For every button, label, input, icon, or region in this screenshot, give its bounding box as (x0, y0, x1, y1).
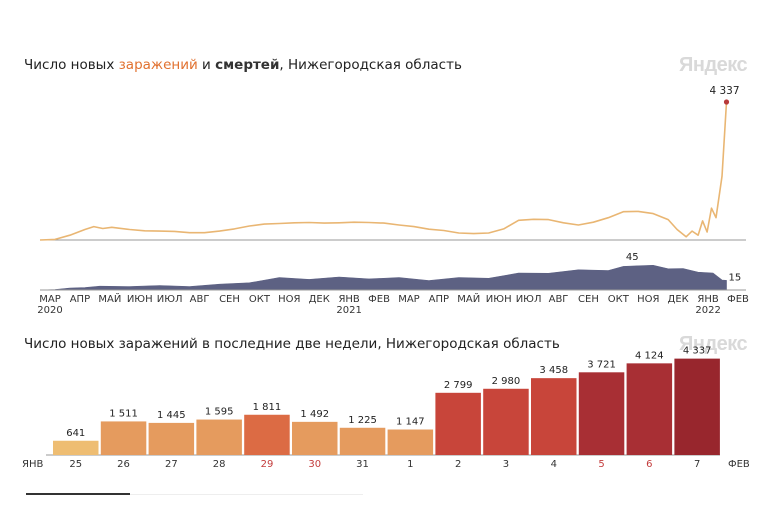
deaths-last-value-label: 15 (729, 273, 742, 284)
bars-start-month-label: ЯНВ (22, 459, 43, 470)
month-tick-label: СЕН (219, 294, 240, 305)
month-tick-label: АВГ (190, 294, 210, 305)
month-tick-label: ДЕК (668, 294, 689, 305)
bar (674, 358, 720, 455)
bar-category-label: 3 (503, 459, 509, 470)
bar (53, 440, 99, 455)
bar-category-label: 1 (407, 459, 413, 470)
month-tick-label: АВГ (549, 294, 569, 305)
bar-value-label: 4 124 (635, 350, 664, 361)
month-tick-label: НОЯ (278, 294, 300, 305)
bar-value-label: 1 811 (253, 402, 282, 413)
bar (387, 429, 434, 455)
bar (435, 392, 481, 455)
bar-value-label: 1 225 (348, 415, 377, 426)
bar (100, 421, 147, 455)
month-tick-label: СЕН (578, 294, 599, 305)
scroll-progress-track (26, 493, 363, 495)
month-tick-label: ОКТ (249, 294, 271, 305)
bar (196, 419, 242, 455)
top-chart-title: Число новых заражений и смертей, Нижегор… (24, 57, 462, 73)
bar-category-label: 29 (261, 459, 274, 470)
month-tick-label: ЯНВ (697, 294, 718, 305)
bar-category-label: 5 (598, 459, 604, 470)
month-tick-label: НОЯ (637, 294, 659, 305)
bar-value-label: 3 721 (587, 359, 616, 370)
month-tick-label: ИЮЛ (157, 294, 183, 305)
bar (483, 388, 529, 455)
bar (292, 421, 338, 455)
month-tick-label: МАР (398, 294, 420, 305)
title-cases-word: заражений (118, 57, 198, 73)
bar-category-label: 30 (308, 459, 321, 470)
bar-category-label: 6 (646, 459, 652, 470)
title-deaths-word: смертей (215, 57, 280, 73)
title-mid: и (197, 57, 216, 73)
month-tick-label: ФЕВ (727, 294, 749, 305)
month-tick-label: МАР (39, 294, 61, 305)
bar-value-label: 4 337 (683, 346, 712, 357)
bar-category-label: 26 (117, 459, 130, 470)
bar (244, 414, 290, 455)
month-tick-label: МАЙ (457, 292, 480, 305)
month-tick-label: ОКТ (608, 294, 630, 305)
month-tick-label: ФЕВ (368, 294, 390, 305)
year-tick-label: 2020 (37, 305, 62, 316)
bar-value-label: 1 492 (300, 409, 329, 420)
bar-value-label: 1 511 (109, 408, 138, 419)
title-suffix: , Нижегородская область (279, 57, 462, 73)
bar-category-label: 4 (551, 459, 557, 470)
year-tick-label: 2022 (695, 305, 720, 316)
bar (148, 422, 195, 455)
scroll-progress-fill (26, 493, 131, 495)
yandex-logo-top: Яндекс (679, 54, 748, 76)
bar (531, 378, 577, 455)
month-tick-label: АПР (429, 294, 449, 305)
bar (626, 363, 673, 455)
bar-category-label: 27 (165, 459, 178, 470)
bar (339, 427, 386, 455)
month-tick-label: МАЙ (98, 292, 121, 305)
bar-category-label: 25 (69, 459, 82, 470)
bottom-chart-title: Число новых заражений в последние две не… (24, 336, 560, 352)
cases-series-line (39, 101, 728, 241)
cases-last-value-label: 4 337 (709, 85, 739, 97)
bar-value-label: 3 458 (539, 365, 568, 376)
yandex-logo-bottom: Яндекс (679, 333, 748, 355)
month-tick-label: ИЮН (486, 294, 512, 305)
bar-category-label: 28 (213, 459, 226, 470)
title-prefix: Число новых (24, 57, 119, 73)
deaths-peak-label: 45 (626, 252, 639, 263)
bar (578, 372, 625, 455)
bar-value-label: 1 147 (396, 417, 425, 428)
deaths-series-area (39, 264, 727, 291)
month-tick-label: ИЮЛ (516, 294, 542, 305)
month-tick-label: АПР (70, 294, 90, 305)
cases-last-point (723, 99, 730, 105)
month-tick-label: ИЮН (127, 294, 153, 305)
month-tick-label: ДЕК (309, 294, 330, 305)
year-tick-label: 2021 (336, 305, 361, 316)
bar-value-label: 2 799 (444, 380, 473, 391)
bar-value-label: 1 445 (157, 410, 186, 421)
bar-value-label: 641 (66, 428, 85, 439)
bar-category-label: 7 (694, 459, 700, 470)
bars-end-month-label: ФЕВ (728, 459, 750, 470)
bar-value-label: 1 595 (205, 407, 234, 418)
bar-value-label: 2 980 (492, 376, 521, 387)
bar-category-label: 31 (356, 459, 369, 470)
bar-category-label: 2 (455, 459, 461, 470)
month-tick-label: ЯНВ (338, 294, 359, 305)
